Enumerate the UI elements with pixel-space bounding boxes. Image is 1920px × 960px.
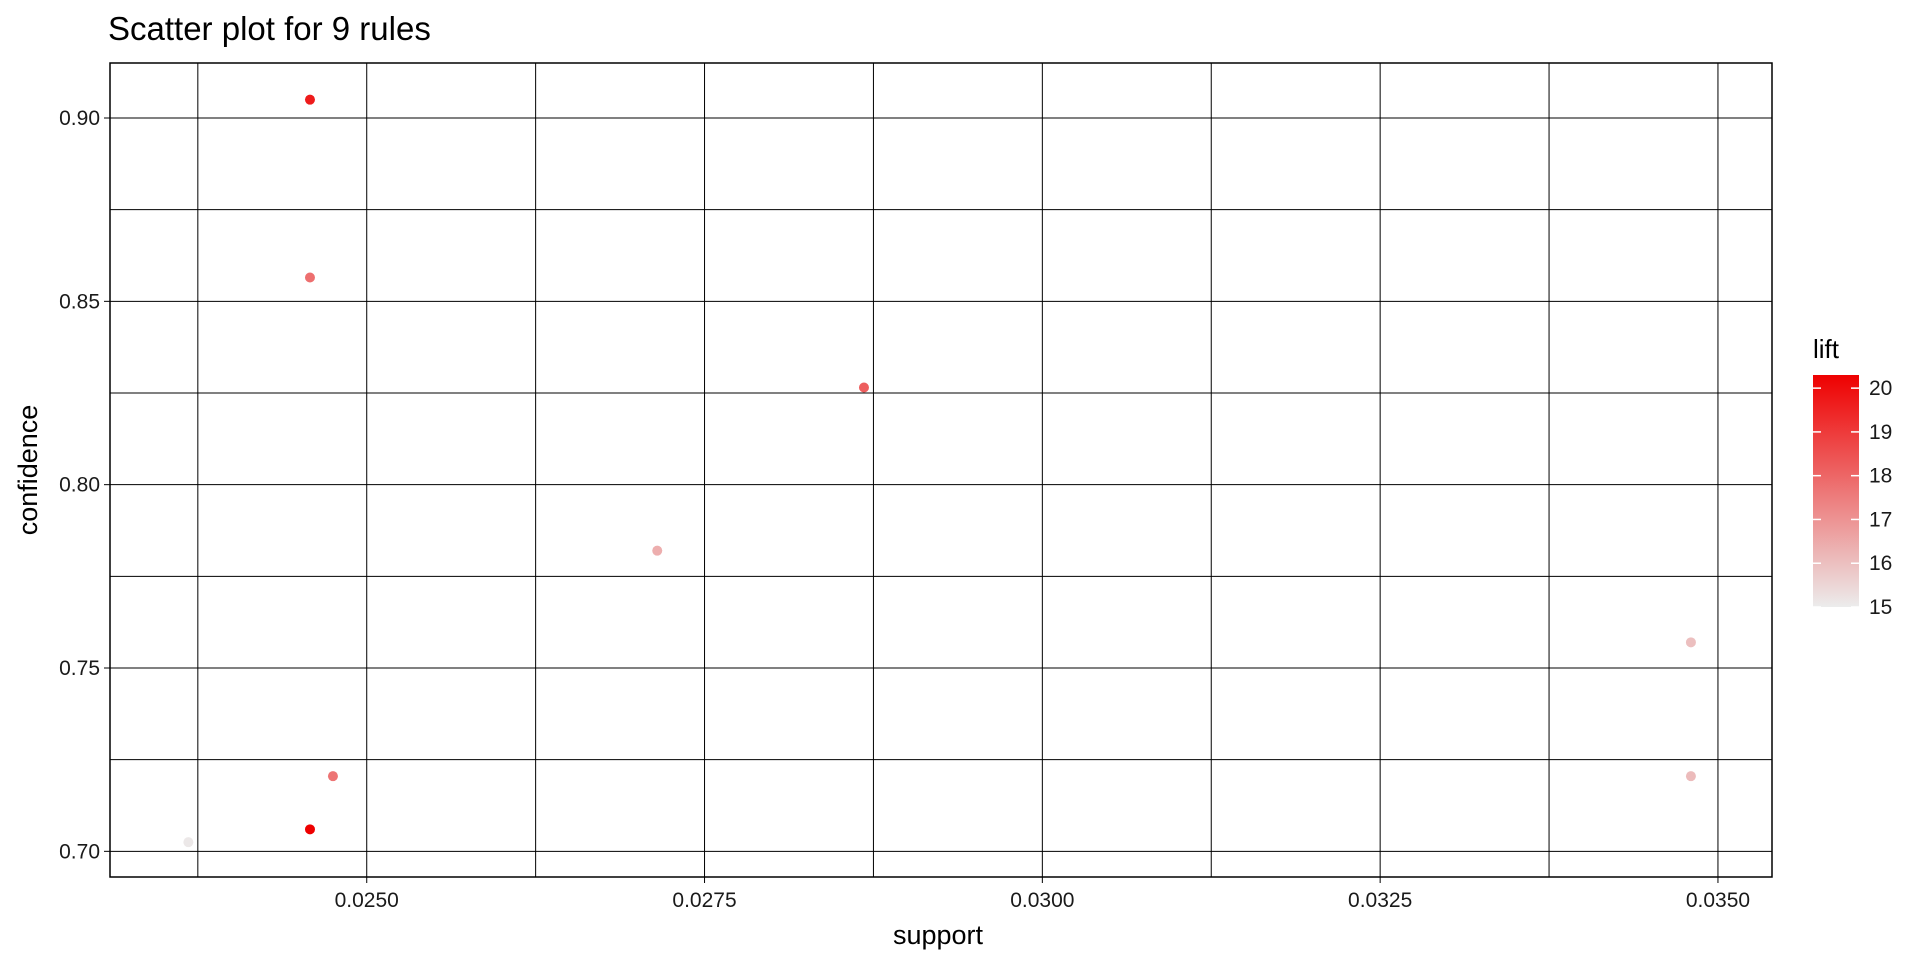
legend-tick-label: 18: [1869, 465, 1892, 488]
data-point: [652, 545, 663, 556]
x-axis-tick-labels: 0.0250 0.0275 0.0300 0.0325 0.0350: [335, 889, 1750, 912]
x-tick-label: 0.0250: [335, 889, 399, 912]
y-tick-label: 0.75: [59, 657, 100, 680]
x-tick-label: 0.0325: [1348, 889, 1412, 912]
data-point: [304, 824, 315, 835]
x-tick-label: 0.0275: [672, 889, 736, 912]
chart-title: Scatter plot for 9 rules: [108, 10, 431, 47]
y-tick-label: 0.85: [59, 290, 100, 313]
data-point: [858, 382, 869, 393]
legend-ticks: 15 16 17 18 19 20: [1813, 377, 1892, 619]
y-tick-label: 0.90: [59, 107, 100, 130]
grid: [110, 63, 1772, 877]
x-tick-label: 0.0350: [1686, 889, 1750, 912]
legend-tick-label: 19: [1869, 421, 1892, 444]
legend-colorbar: [1813, 375, 1859, 607]
data-point: [304, 272, 315, 283]
y-tick-label: 0.70: [59, 840, 100, 863]
data-points: [183, 94, 1696, 848]
y-axis-tick-labels: 0.70 0.75 0.80 0.85 0.90: [59, 107, 100, 863]
data-point: [327, 771, 338, 782]
legend-tick-label: 16: [1869, 552, 1892, 575]
panel-border: [109, 62, 1773, 878]
axis-ticks: [104, 117, 1719, 883]
data-point: [304, 94, 315, 105]
x-axis-title: support: [893, 920, 984, 950]
y-axis-title: confidence: [13, 405, 43, 536]
data-point: [1685, 637, 1696, 648]
legend-tick-label: 20: [1869, 377, 1892, 400]
data-point: [183, 837, 194, 848]
x-tick-label: 0.0300: [1010, 889, 1074, 912]
data-point: [1685, 771, 1696, 782]
legend-tick-label: 15: [1869, 596, 1892, 619]
lift-legend: lift 15 16 17 18 19 20: [1813, 334, 1892, 619]
legend-tick-label: 17: [1869, 508, 1892, 531]
legend-title: lift: [1813, 334, 1840, 364]
y-tick-label: 0.80: [59, 474, 100, 497]
